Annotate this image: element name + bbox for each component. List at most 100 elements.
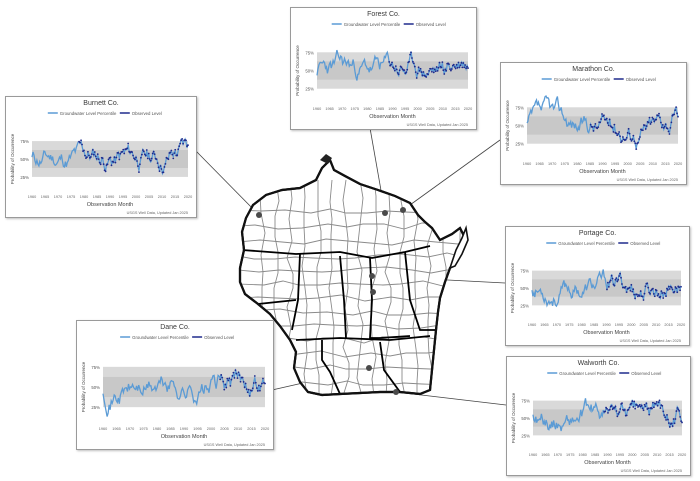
x-tick-label: 1970 (554, 453, 562, 457)
x-tick-label: 2000 (207, 427, 215, 431)
chart-title: Walworth Co. (577, 360, 620, 367)
observed-point (236, 377, 239, 379)
x-tick-label: 1995 (615, 323, 623, 327)
observed-point (607, 281, 609, 284)
observed-point (139, 163, 141, 166)
observed-point (652, 401, 654, 404)
legend-label-a: Groundwater Level Percentile (132, 335, 189, 340)
observed-point (616, 415, 619, 418)
county-boundary (240, 266, 466, 274)
state-border (238, 158, 468, 397)
x-tick-label: 1990 (106, 195, 114, 199)
x-tick-label: 1985 (590, 323, 598, 327)
observed-point (177, 148, 180, 151)
observed-point (444, 68, 447, 71)
observed-point (634, 142, 637, 145)
observed-point (396, 71, 399, 74)
observed-point (391, 61, 393, 64)
y-tick-label: 25% (91, 405, 100, 410)
x-tick-label: 1975 (351, 107, 359, 111)
x-tick-label: 1995 (193, 427, 201, 431)
x-tick-label: 1995 (616, 453, 624, 457)
observed-point (156, 162, 159, 165)
observed-point (437, 66, 440, 69)
x-tick-label: 1965 (325, 107, 333, 111)
observed-point (420, 71, 423, 73)
y-tick-label: 25% (305, 87, 314, 92)
series-observed-points (589, 106, 679, 151)
observed-point (627, 408, 630, 411)
observed-point (681, 421, 683, 424)
observed-point (99, 163, 102, 166)
observed-point (441, 61, 444, 64)
observed-point (106, 163, 109, 166)
well-markers (256, 207, 406, 395)
observed-point (629, 138, 632, 141)
observed-point (615, 132, 618, 135)
observed-point (442, 69, 445, 72)
observed-point (461, 66, 464, 69)
observed-point (182, 142, 184, 145)
observed-point (668, 425, 671, 428)
observed-point (606, 288, 608, 291)
observed-point (589, 123, 592, 126)
series-observed-points (388, 51, 469, 79)
observed-point (185, 139, 187, 142)
observed-point (636, 295, 639, 298)
x-tick-label: 1960 (99, 427, 107, 431)
chart-svg-dane: Groundwater Level Percentile Observed Lev… (81, 335, 269, 447)
observed-point (651, 287, 654, 290)
observed-point (438, 61, 441, 64)
observed-point (630, 402, 633, 405)
observed-point (243, 386, 246, 389)
y-tick-label: 75% (91, 365, 100, 370)
x-tick-label: 1975 (139, 427, 147, 431)
observed-point (604, 118, 607, 121)
x-tick-label: 1965 (541, 453, 549, 457)
chart-panel-dane: Dane Co. Groundwater Level Percentile Obs… (76, 320, 274, 450)
observed-point (450, 69, 452, 72)
observed-point (406, 68, 409, 71)
observed-point (148, 158, 151, 160)
observed-point (620, 141, 622, 144)
observed-point (428, 70, 430, 72)
observed-point (637, 141, 640, 144)
x-tick-label: 2020 (678, 453, 686, 457)
y-tick-label: 75% (521, 399, 530, 404)
observed-point (655, 401, 658, 403)
observed-point (676, 291, 679, 294)
chart-panel-walworth: Walworth Co. Groundwater Level Percentil… (506, 356, 691, 476)
x-axis-label: Observation Month (87, 202, 133, 208)
x-tick-label: 2005 (426, 107, 434, 111)
x-tick-label: 2015 (665, 453, 673, 457)
chart-svg-walworth: Groundwater Level Percentile Observed Lev… (511, 371, 686, 473)
observed-point (79, 141, 81, 144)
observed-point (658, 399, 661, 402)
observed-point (462, 62, 465, 64)
observed-point (151, 152, 154, 155)
observed-point (674, 418, 677, 420)
x-tick-label: 1965 (535, 162, 543, 166)
y-tick-label: 50% (305, 69, 314, 74)
x-tick-label: 1960 (523, 162, 531, 166)
observed-point (667, 285, 670, 288)
observed-point (644, 128, 647, 130)
observed-point (173, 152, 176, 155)
x-tick-label: 2010 (234, 427, 242, 431)
observed-point (419, 67, 422, 70)
observed-point (619, 135, 621, 138)
x-tick-label: 2015 (171, 195, 179, 199)
observed-point (255, 387, 258, 389)
x-tick-label: 1985 (591, 453, 599, 457)
observed-point (632, 288, 635, 291)
observed-point (654, 402, 657, 405)
observed-point (617, 413, 620, 415)
observed-point (123, 152, 126, 155)
chart-footnote: USGS Well Data, Updated Jan 2025 (620, 339, 681, 343)
observed-point (638, 295, 641, 297)
observed-point (625, 414, 628, 417)
observed-point (421, 74, 424, 77)
observed-point (410, 51, 412, 54)
observed-point (600, 118, 602, 120)
x-tick-label: 1960 (528, 323, 536, 327)
